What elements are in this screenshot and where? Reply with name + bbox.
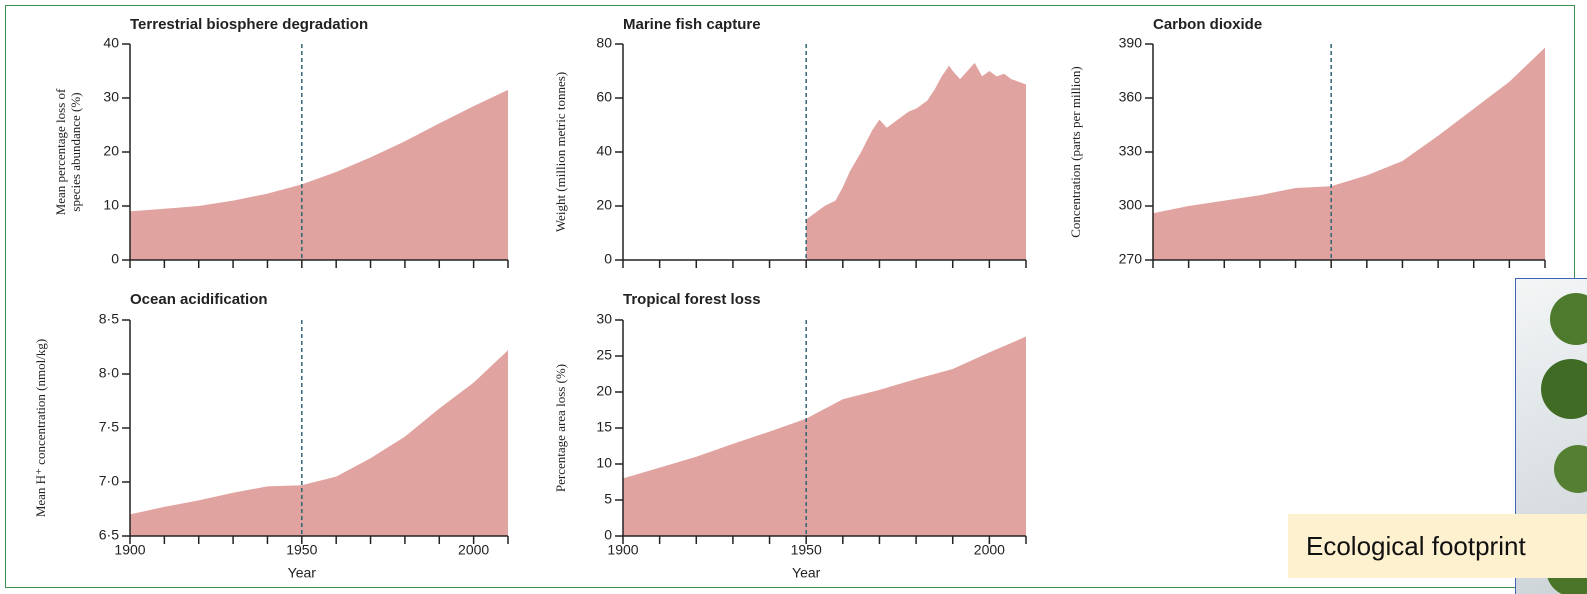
y-tick-label: 25 (596, 347, 612, 363)
chart-title: Terrestrial biosphere degradation (130, 16, 368, 33)
y-tick-label: 0 (111, 251, 119, 267)
x-tick-label: 1950 (791, 542, 822, 558)
y-tick-label: 30 (103, 89, 119, 105)
y-tick-label: 20 (103, 143, 119, 159)
y-tick-label: 270 (1119, 251, 1143, 267)
charts: Terrestrial biosphere degradation 0 10 20 30… (0, 0, 1587, 594)
y-tick-label: 60 (596, 89, 612, 105)
y-axis-label: Concentration (parts per million) (1068, 66, 1083, 237)
area (130, 90, 508, 260)
x-tick-label: 1900 (114, 542, 145, 558)
tree (1550, 293, 1587, 345)
chart-title: Marine fish capture (623, 16, 761, 33)
area (806, 63, 1026, 260)
y-tick-label: 330 (1119, 143, 1143, 159)
x-tick-label: 1900 (607, 542, 638, 558)
area (623, 337, 1026, 536)
y-tick-label: 7·0 (99, 473, 119, 489)
chart-title: Carbon dioxide (1153, 16, 1262, 33)
y-tick-label: 8·0 (99, 365, 119, 381)
y-tick-label: 390 (1119, 35, 1143, 51)
y-tick-label: 20 (596, 197, 612, 213)
y-tick-label: 40 (103, 35, 119, 51)
x-tick-label: 2000 (458, 542, 489, 558)
x-axis-label: Year (288, 565, 317, 581)
callout: Ecological footprint (1288, 514, 1587, 578)
y-tick-label: 15 (596, 419, 612, 435)
y-tick-label: 6·5 (99, 527, 119, 543)
page: {"chart_data": [ {"type": "area", "title… (0, 0, 1587, 594)
y-tick-label: 5 (604, 491, 612, 507)
chart-title: Tropical forest loss (623, 291, 761, 308)
y-axis-label: Mean H⁺ concentration (nmol/kg) (33, 339, 48, 517)
y-tick-label: 30 (596, 311, 612, 327)
area (1153, 48, 1545, 260)
y-tick-label: 0 (604, 251, 612, 267)
y-axis-label: Weight (million metric tonnes) (553, 72, 568, 232)
y-tick-label: 360 (1119, 89, 1143, 105)
y-tick-label: 80 (596, 35, 612, 51)
y-tick-label: 40 (596, 143, 612, 159)
tree (1541, 359, 1587, 419)
y-tick-label: 8·5 (99, 311, 119, 327)
y-tick-label: 20 (596, 383, 612, 399)
chart-title: Ocean acidification (130, 291, 268, 308)
area (130, 350, 508, 536)
y-axis-label: Percentage area loss (%) (553, 364, 568, 492)
y-tick-label: 10 (596, 455, 612, 471)
y-tick-label: 0 (604, 527, 612, 543)
y-axis-label: species abundance (%) (68, 92, 83, 211)
y-axis-label: Mean percentage loss of (53, 88, 68, 215)
x-axis-label: Year (792, 565, 821, 581)
tree (1554, 445, 1587, 493)
x-tick-label: 2000 (974, 542, 1005, 558)
y-tick-label: 7·5 (99, 419, 119, 435)
y-tick-label: 10 (103, 197, 119, 213)
x-tick-label: 1950 (286, 542, 317, 558)
y-tick-label: 300 (1119, 197, 1143, 213)
